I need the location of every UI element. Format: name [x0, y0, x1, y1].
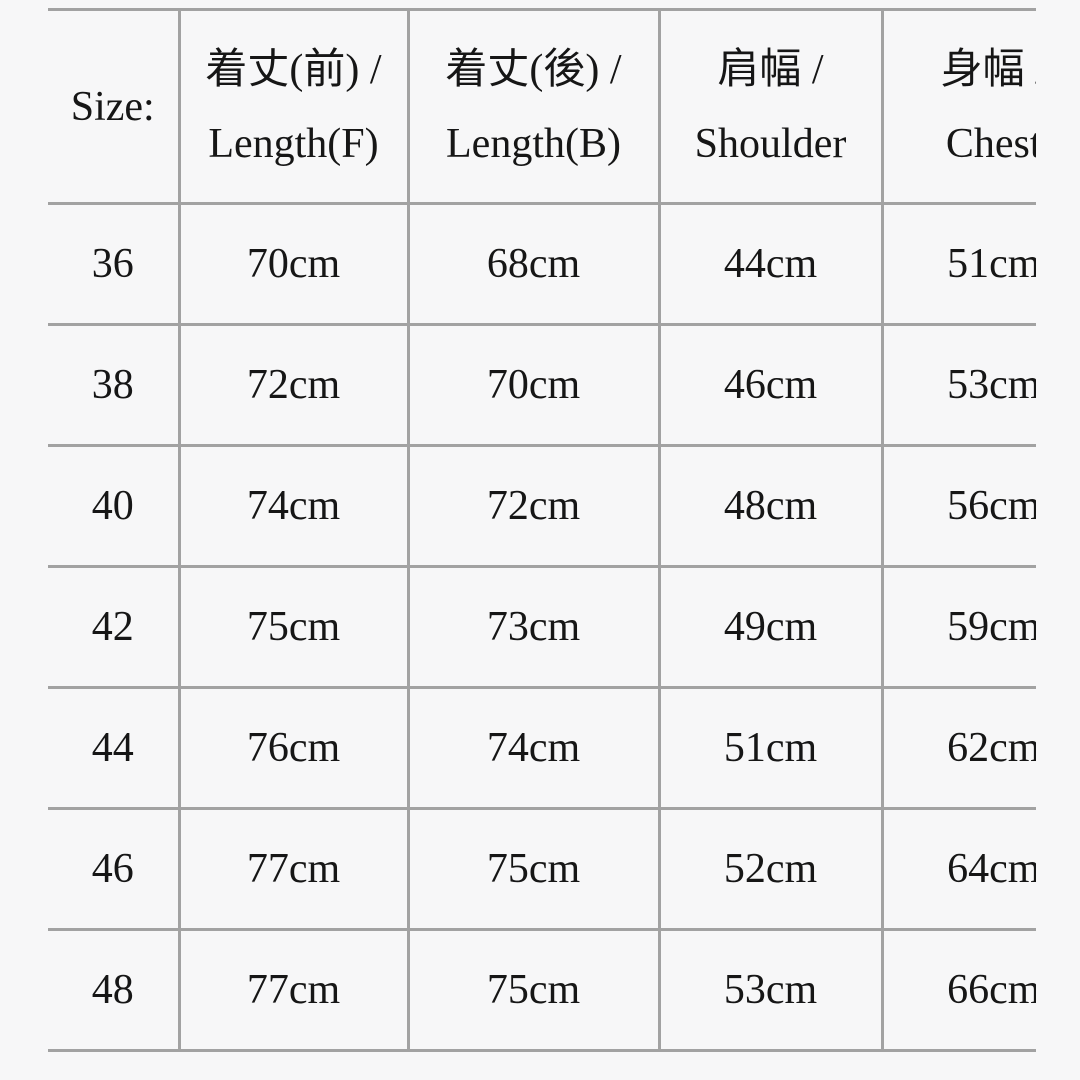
cell-length-back: 75cm: [406, 928, 659, 1052]
table-row: 40 74cm 72cm 48cm 56cm: [48, 444, 1036, 568]
cell-shoulder: 48cm: [657, 444, 882, 568]
size-chart-table: Size: 着丈(前) / Length(F) 着丈(後) / Length(B…: [48, 8, 1036, 1052]
cell-chest: 59cm: [880, 565, 1036, 689]
cell-shoulder: 51cm: [657, 686, 882, 810]
table-row: 44 76cm 74cm 51cm 62cm: [48, 686, 1036, 810]
cell-length-front: 75cm: [177, 565, 408, 689]
cell-size: 44: [48, 686, 179, 810]
size-chart-clip-region: Size: 着丈(前) / Length(F) 着丈(後) / Length(B…: [48, 8, 1036, 1054]
cell-shoulder: 44cm: [657, 202, 882, 326]
cell-size: 48: [48, 928, 179, 1052]
cell-length-front: 74cm: [177, 444, 408, 568]
cell-length-back: 73cm: [406, 565, 659, 689]
header-size-label: Size:: [70, 83, 155, 130]
cell-shoulder: 46cm: [657, 323, 882, 447]
table-row: 46 77cm 75cm 52cm 64cm: [48, 807, 1036, 931]
cell-length-back: 68cm: [406, 202, 659, 326]
cell-length-back: 74cm: [406, 686, 659, 810]
cell-shoulder: 52cm: [657, 807, 882, 931]
cell-size: 42: [48, 565, 179, 689]
cell-shoulder: 53cm: [657, 928, 882, 1052]
table-row: 36 70cm 68cm 44cm 51cm: [48, 202, 1036, 326]
cell-chest: 51cm: [880, 202, 1036, 326]
cell-size: 46: [48, 807, 179, 931]
header-shoulder-ja: 肩幅 /: [717, 46, 824, 93]
header-length-front: 着丈(前) / Length(F): [177, 8, 408, 205]
size-chart-body: 36 70cm 68cm 44cm 51cm 38 72cm 70cm 46cm…: [48, 202, 1036, 1052]
cell-size: 36: [48, 202, 179, 326]
cell-length-front: 70cm: [177, 202, 408, 326]
cell-size: 38: [48, 323, 179, 447]
cell-chest: 62cm: [880, 686, 1036, 810]
cell-length-back: 72cm: [406, 444, 659, 568]
cell-chest: 56cm: [880, 444, 1036, 568]
cell-shoulder: 49cm: [657, 565, 882, 689]
header-length-front-en: Length(F): [208, 120, 379, 167]
header-shoulder: 肩幅 / Shoulder: [657, 8, 882, 205]
cell-chest: 53cm: [880, 323, 1036, 447]
cell-length-front: 72cm: [177, 323, 408, 447]
header-chest-ja: 身幅 /: [940, 46, 1036, 93]
header-length-back-en: Length(B): [446, 120, 621, 167]
header-length-front-ja: 着丈(前) /: [205, 46, 382, 93]
cell-size: 40: [48, 444, 179, 568]
cell-length-front: 77cm: [177, 928, 408, 1052]
cell-chest: 66cm: [880, 928, 1036, 1052]
header-chest-en: Chest: [945, 120, 1036, 167]
cell-length-front: 77cm: [177, 807, 408, 931]
cell-chest: 64cm: [880, 807, 1036, 931]
cell-length-back: 75cm: [406, 807, 659, 931]
header-length-back: 着丈(後) / Length(B): [406, 8, 659, 205]
header-size: Size:: [48, 8, 179, 205]
header-chest: 身幅 / Chest: [880, 8, 1036, 205]
cell-length-back: 70cm: [406, 323, 659, 447]
size-chart-header: Size: 着丈(前) / Length(F) 着丈(後) / Length(B…: [48, 8, 1036, 205]
header-length-back-ja: 着丈(後) /: [445, 46, 622, 93]
table-row: 48 77cm 75cm 53cm 66cm: [48, 928, 1036, 1052]
table-row: 38 72cm 70cm 46cm 53cm: [48, 323, 1036, 447]
header-shoulder-en: Shoulder: [694, 120, 847, 167]
cell-length-front: 76cm: [177, 686, 408, 810]
header-row: Size: 着丈(前) / Length(F) 着丈(後) / Length(B…: [48, 8, 1036, 205]
table-row: 42 75cm 73cm 49cm 59cm: [48, 565, 1036, 689]
